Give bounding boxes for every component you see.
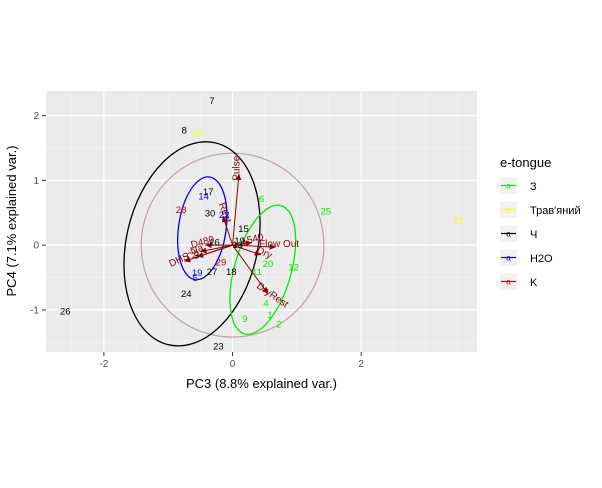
point-label: 10 <box>192 129 203 140</box>
point-label: 28 <box>176 205 187 216</box>
point-label: 14 <box>198 191 209 202</box>
group-ellipses <box>123 141 297 347</box>
legend-key-glyph: a <box>506 254 511 263</box>
point-label: 1 <box>267 310 272 321</box>
correlation-circle-ring <box>140 152 325 338</box>
grid-lines <box>46 91 477 352</box>
point-label: 19 <box>234 236 245 247</box>
point-label: 2 <box>276 320 281 331</box>
legend-key-glyph: a <box>506 206 511 215</box>
plot-panel <box>46 91 477 352</box>
legend-title: e-tongue <box>500 155 551 170</box>
y-tick-label: -1 <box>30 305 39 316</box>
point-label: 25 <box>321 206 332 217</box>
loading-arrow <box>200 244 233 254</box>
point-label: 26 <box>60 307 71 318</box>
ellipse-H2O <box>177 176 228 281</box>
point-label: 17 <box>203 187 214 198</box>
x-tick-label: -2 <box>99 359 108 370</box>
y-tick-label: 2 <box>33 111 39 122</box>
correlation-circle <box>140 152 325 338</box>
legend-entry-label: З <box>530 181 537 193</box>
point-label: 23 <box>213 342 224 353</box>
point-label: 9 <box>242 314 247 325</box>
loading-arrow <box>197 244 233 258</box>
point-label: 5 <box>193 273 198 284</box>
ellipse-З <box>229 204 297 335</box>
point-label: 13 <box>232 240 243 251</box>
point-label: 29 <box>216 257 227 268</box>
loading-arrow <box>232 240 252 247</box>
point-label: 3 <box>194 250 199 261</box>
loading-label: Pulse <box>231 155 242 180</box>
point-label: 19 <box>192 268 203 279</box>
x-tick-label: 0 <box>230 359 236 370</box>
legend-entry-label: K <box>530 277 538 289</box>
point-label: 11 <box>252 267 262 278</box>
legend-key-glyph: a <box>506 230 511 239</box>
legend-entry-label: H2O <box>530 253 553 265</box>
point-label: 27 <box>207 267 218 278</box>
point-label: 30 <box>205 208 216 219</box>
point-label: 8 <box>182 125 187 136</box>
y-tick-label: 1 <box>33 176 39 187</box>
legend-entry-label: Ч <box>530 229 537 241</box>
legend-key-glyph: a <box>506 182 511 191</box>
point-label: 6 <box>259 194 264 205</box>
point-label: 21 <box>454 215 465 226</box>
loading-label: Na <box>189 242 205 257</box>
loading-arrow <box>232 244 262 256</box>
point-label: 24 <box>181 289 192 300</box>
loading-arrow <box>232 243 276 250</box>
point-label: 7 <box>209 96 214 107</box>
point-label: 16 <box>209 237 220 248</box>
loading-label: Flow Out <box>259 239 299 250</box>
point-label: 22 <box>219 210 230 221</box>
x-tick-label: 2 <box>358 359 364 370</box>
point-label: 12 <box>288 263 299 274</box>
legend: e-tongue a Зa Трав'яний a Чa H2O a K <box>500 155 581 290</box>
ellipse-Ч <box>123 141 261 347</box>
legend-key-glyph: a <box>506 278 511 287</box>
loading-arrow <box>232 173 242 246</box>
legend-entry-label: Трав'яний <box>530 205 581 217</box>
point-label: 20 <box>263 259 274 270</box>
loading-arrow <box>232 244 269 295</box>
point-label: 18 <box>226 267 237 278</box>
x-axis-label: PC3 (8.8% explained var.) <box>186 376 337 391</box>
y-tick-label: 0 <box>33 241 39 252</box>
point-label: 15 <box>238 224 249 235</box>
y-axis-label: PC4 (7.1% explained var.) <box>4 145 19 296</box>
point-label: 4 <box>263 298 268 309</box>
loading-arrow <box>221 215 234 246</box>
